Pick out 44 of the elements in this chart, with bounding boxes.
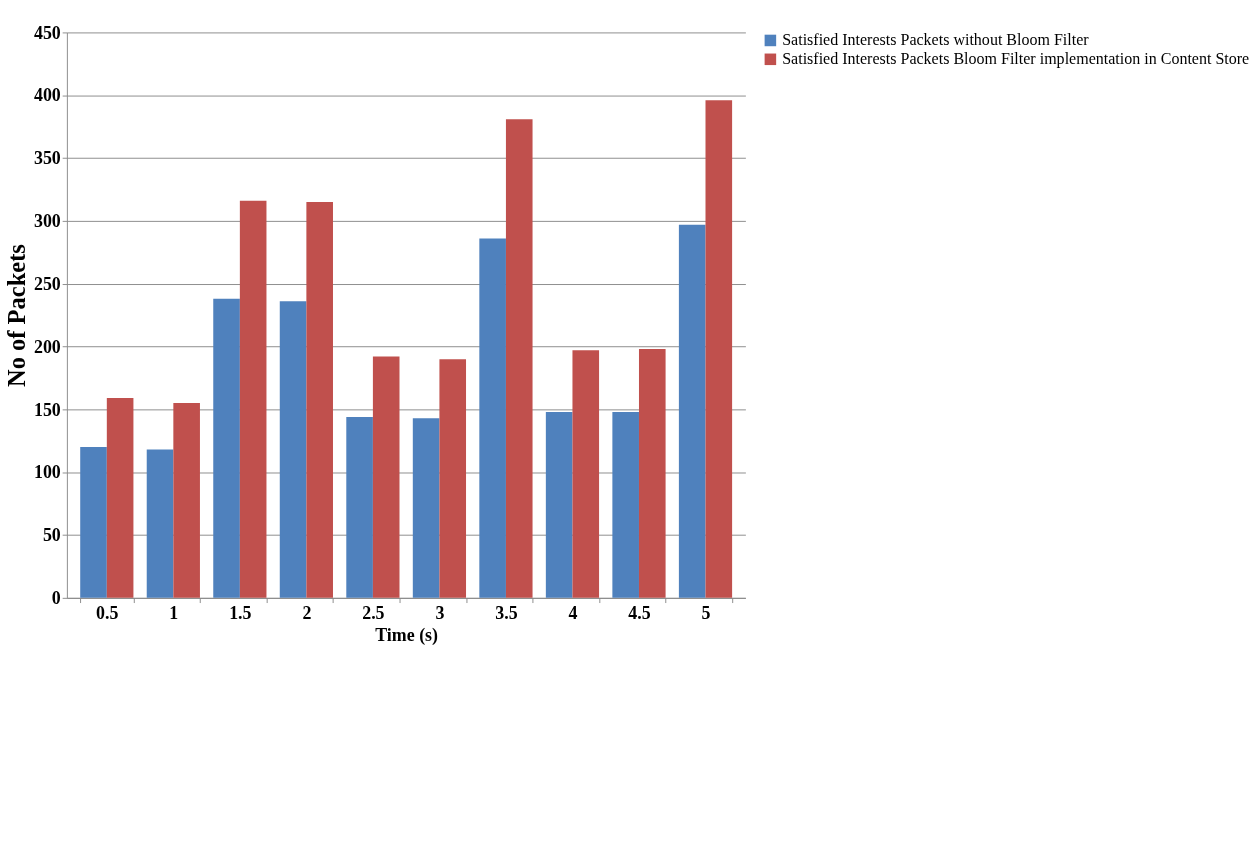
y-tick-label: 450 bbox=[33, 22, 61, 43]
x-tick-label: 3 bbox=[435, 603, 445, 624]
bar bbox=[479, 238, 506, 598]
legend-label: Satisfied Interests Packets without Bloom Filter bbox=[782, 31, 1090, 49]
bar bbox=[279, 301, 307, 598]
bar bbox=[638, 349, 666, 598]
bar bbox=[612, 411, 639, 598]
x-tick-label: 4 bbox=[568, 603, 578, 624]
bar bbox=[239, 200, 267, 598]
legend-label: Satisfied Interests Packets Bloom Filter implementation in Content Store bbox=[782, 50, 1250, 69]
x-tick-label: 3.5 bbox=[495, 603, 518, 624]
y-tick-label: 0 bbox=[51, 587, 61, 608]
y-tick-label: 400 bbox=[33, 85, 61, 106]
y-axis-title: No of Packets bbox=[3, 244, 31, 388]
x-tick-label: 2.5 bbox=[362, 603, 385, 624]
y-tick-label: 100 bbox=[33, 462, 61, 483]
x-tick-label: 4.5 bbox=[628, 603, 651, 624]
bar bbox=[173, 403, 200, 598]
bar bbox=[146, 449, 174, 598]
x-tick-label: 1 bbox=[169, 603, 179, 624]
bar bbox=[372, 356, 400, 598]
bar bbox=[80, 447, 107, 598]
bar bbox=[213, 298, 240, 598]
y-tick-label: 150 bbox=[33, 399, 61, 420]
y-tick-label: 300 bbox=[33, 211, 61, 232]
bar bbox=[106, 398, 134, 598]
bar bbox=[678, 224, 706, 598]
y-tick-label: 50 bbox=[42, 525, 61, 546]
y-tick-label: 250 bbox=[33, 273, 61, 294]
bar bbox=[412, 418, 440, 598]
x-tick-label: 1.5 bbox=[229, 603, 252, 624]
bar bbox=[572, 350, 600, 598]
bar bbox=[705, 100, 733, 598]
x-axis-title: Time (s) bbox=[375, 624, 439, 646]
x-tick-label: 0.5 bbox=[96, 603, 119, 624]
bar bbox=[545, 411, 573, 598]
bar bbox=[505, 119, 533, 598]
y-tick-label: 350 bbox=[33, 148, 61, 169]
bar bbox=[346, 416, 373, 598]
x-tick-label: 2 bbox=[302, 603, 312, 624]
bar bbox=[306, 202, 333, 598]
x-tick-label: 5 bbox=[701, 603, 711, 624]
y-tick-label: 200 bbox=[33, 336, 61, 357]
bar bbox=[439, 359, 467, 598]
